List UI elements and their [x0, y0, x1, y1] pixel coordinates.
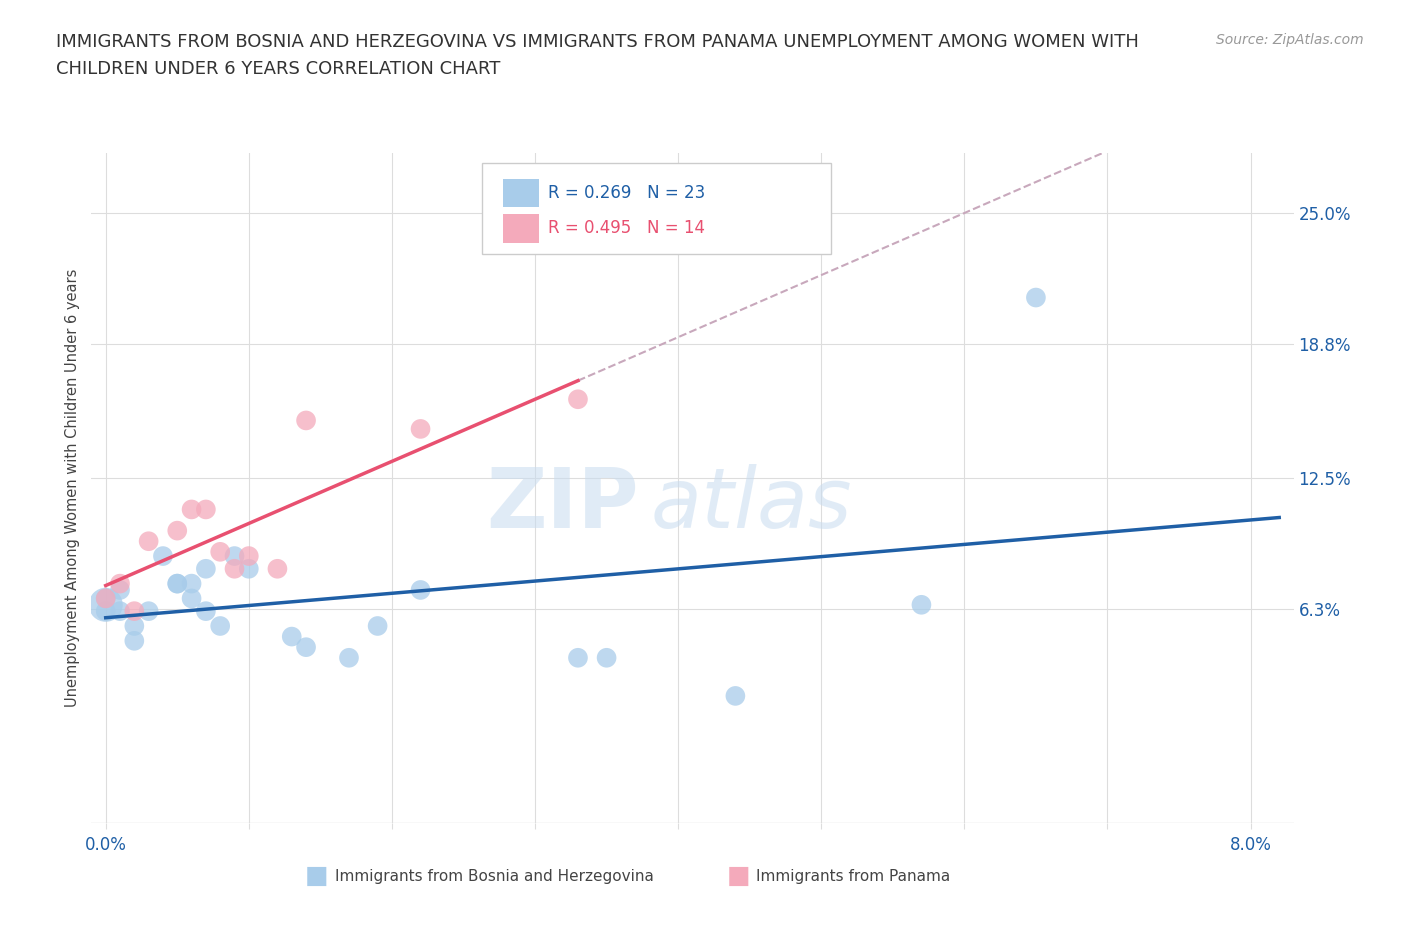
Point [124, 618, 146, 633]
Point [409, 421, 432, 436]
Point [238, 549, 260, 564]
Point [94, 591, 117, 605]
Point [209, 618, 232, 633]
Text: ■: ■ [727, 864, 749, 888]
Point [567, 392, 589, 406]
Point [266, 562, 288, 577]
Point [94, 591, 117, 605]
Point [194, 502, 217, 517]
Point [180, 591, 202, 605]
Point [152, 549, 174, 564]
Text: Immigrants from Bosnia and Herzegovina: Immigrants from Bosnia and Herzegovina [335, 869, 654, 883]
Point [224, 549, 246, 564]
Point [595, 650, 617, 665]
Y-axis label: Unemployment Among Women with Children Under 6 years: Unemployment Among Women with Children U… [65, 269, 80, 708]
Point [138, 534, 160, 549]
Point [295, 640, 318, 655]
Text: R = 0.495   N = 14: R = 0.495 N = 14 [548, 219, 706, 237]
Bar [502, 179, 538, 207]
Point [238, 562, 260, 577]
Point [108, 604, 131, 618]
Point [194, 604, 217, 618]
Text: 0.0%: 0.0% [84, 836, 127, 854]
Point [910, 597, 932, 612]
Point [180, 577, 202, 591]
Text: Source: ZipAtlas.com: Source: ZipAtlas.com [1216, 33, 1364, 46]
Text: Immigrants from Panama: Immigrants from Panama [756, 869, 950, 883]
Point [124, 604, 146, 618]
FancyBboxPatch shape [482, 164, 831, 254]
Text: R = 0.269   N = 23: R = 0.269 N = 23 [548, 184, 706, 202]
Point [166, 524, 188, 538]
Point [1025, 290, 1047, 305]
Point [108, 582, 131, 597]
Text: atlas: atlas [651, 464, 852, 546]
Point [166, 577, 188, 591]
Point [567, 650, 589, 665]
Text: 8.0%: 8.0% [1230, 836, 1271, 854]
Point [94, 597, 117, 612]
Text: ZIP: ZIP [486, 464, 638, 546]
Point [124, 633, 146, 648]
Text: ■: ■ [305, 864, 328, 888]
Point [209, 544, 232, 559]
Point [724, 688, 747, 703]
Text: IMMIGRANTS FROM BOSNIA AND HERZEGOVINA VS IMMIGRANTS FROM PANAMA UNEMPLOYMENT AM: IMMIGRANTS FROM BOSNIA AND HERZEGOVINA V… [56, 33, 1139, 50]
Point [409, 582, 432, 597]
Text: CHILDREN UNDER 6 YEARS CORRELATION CHART: CHILDREN UNDER 6 YEARS CORRELATION CHART [56, 60, 501, 78]
Point [280, 629, 302, 644]
Point [138, 604, 160, 618]
Point [108, 577, 131, 591]
Bar [502, 215, 538, 243]
Point [224, 562, 246, 577]
Point [94, 604, 117, 618]
Point [194, 562, 217, 577]
Point [180, 502, 202, 517]
Point [295, 413, 318, 428]
Point [166, 577, 188, 591]
Point [337, 650, 360, 665]
Point [367, 618, 389, 633]
